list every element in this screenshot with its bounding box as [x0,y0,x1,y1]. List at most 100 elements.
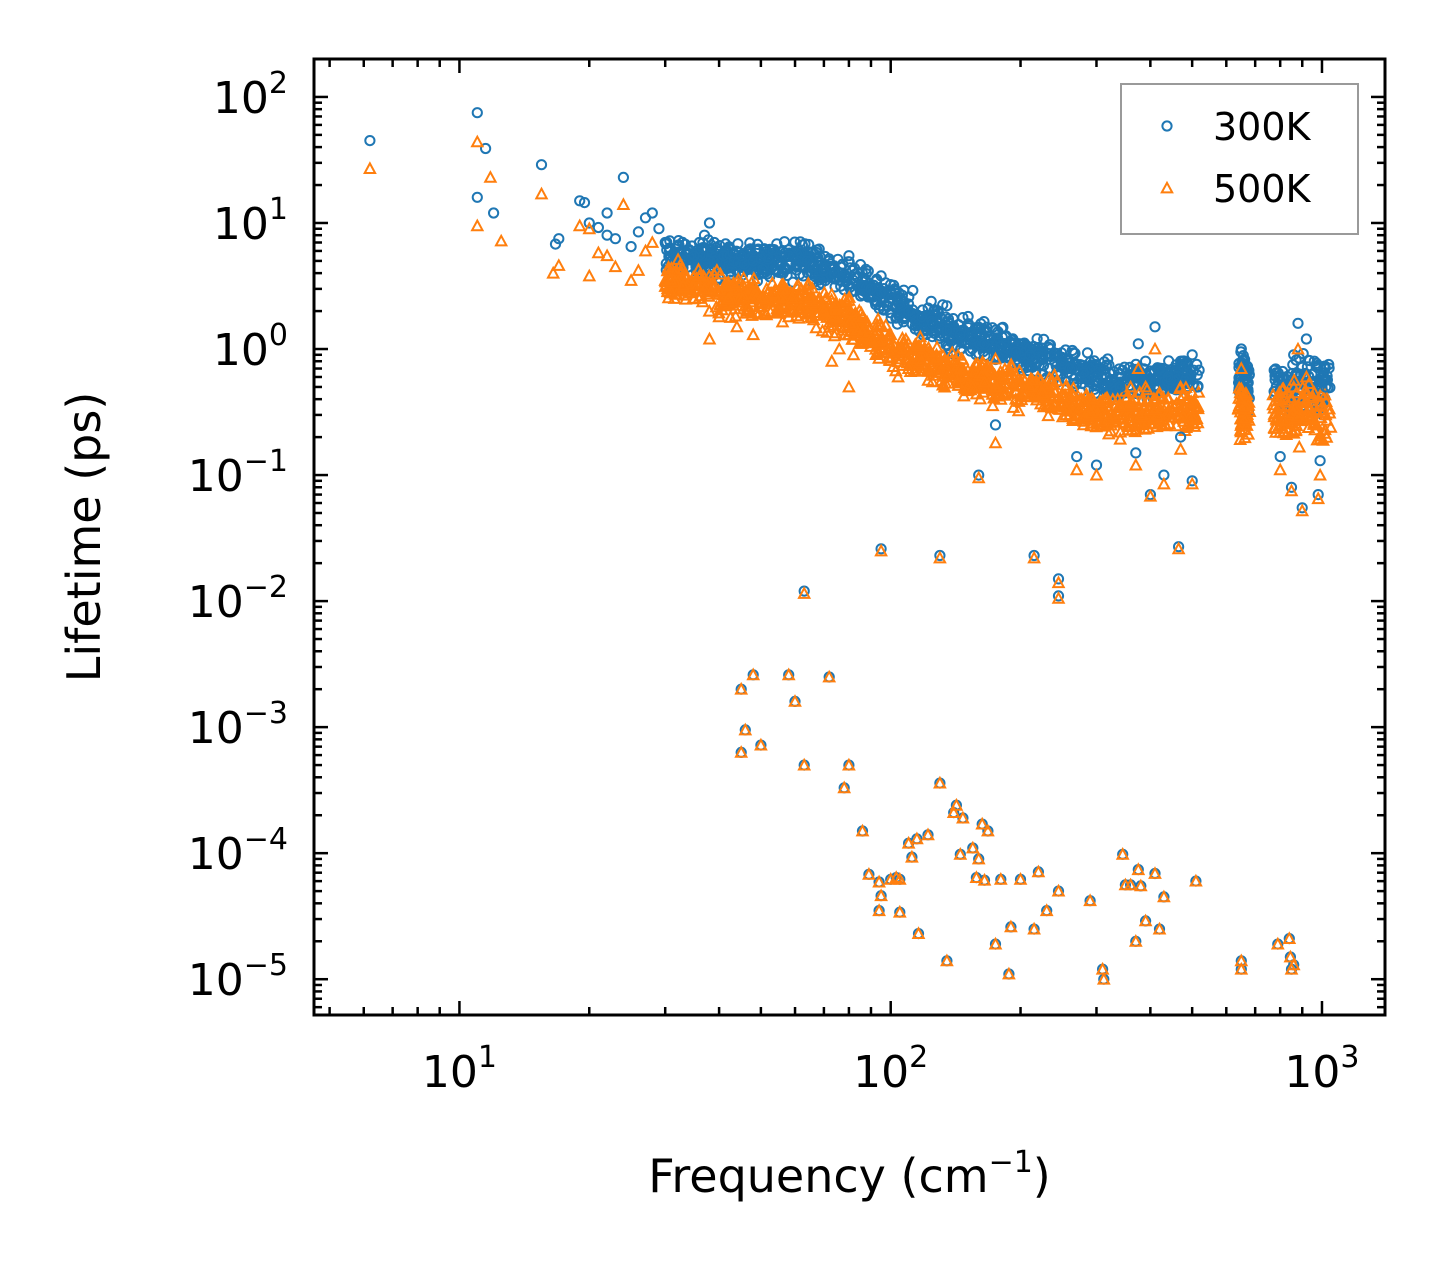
series-300K-point [843,250,855,262]
series-300K-band-point [705,239,718,251]
series-500K-point [788,694,802,707]
series-500K-band-point [934,362,949,376]
series-300K-band-point [1069,347,1081,359]
series-500K-point [1315,399,1329,412]
y-tick-label: 10−5 [188,948,288,1006]
series-500K-point [988,379,1003,393]
series-300K-band-point [1056,358,1068,370]
series-500K-point [822,669,837,683]
series-300K-point [578,197,591,209]
series-300K-point [1130,447,1142,459]
series-500K-band-point [827,309,842,322]
series-500K-band-point [1300,405,1315,419]
series-500K-point [988,936,1003,950]
series-500K-band-point [1279,427,1294,440]
x-axis-label-text: Frequency (cm [648,1149,988,1203]
series-300K-band-point [762,253,774,265]
series-500K-point [702,331,717,345]
series-300K-point [625,241,637,253]
series-500K-point [1190,399,1205,412]
y-tick-label-base: 10 [188,703,244,754]
series-500K-band-point [763,304,778,318]
series-300K-point [364,135,376,147]
series-500K-point [1095,961,1110,975]
series-500K-point [969,870,984,883]
series-500K-band-point [844,304,858,318]
series-500K-point [1047,399,1062,412]
series-300K-point [1037,352,1049,364]
series-300K-band-point [940,311,952,323]
series-300K-point [1316,371,1328,383]
series-500K-band-point [726,275,741,289]
series-500K-point [842,379,856,393]
series-500K-band-point [1012,363,1027,377]
series-300K-point [801,255,813,267]
series-500K-band-point [1065,386,1080,400]
series-500K-point [1138,379,1153,393]
series-500K-band-point [1184,394,1199,408]
series-500K-band-point [778,298,793,312]
series-300K-point [1078,367,1090,379]
series-500K-point [1152,385,1167,399]
series-300K-band-point [1182,378,1194,390]
series-300K-band-point [1102,353,1114,365]
series-500K-point [1128,934,1143,947]
series-500K-point [754,737,768,751]
series-500K-band-point [744,305,759,318]
series-500K-band-point [1176,409,1191,422]
series-500K-point [824,353,839,367]
series-500K-band-point [796,300,811,314]
series-500K-band-point [1116,407,1131,420]
series-300K-point [1071,451,1083,463]
series-300K-point [1175,431,1187,443]
series-300K-band-point [862,265,874,277]
y-tick-label-exponent: 1 [269,192,288,227]
series-500K-point [1133,878,1148,892]
legend-marker-500K [1160,180,1174,194]
series-500K-band-point [838,327,852,341]
series-500K-band-point [723,310,738,323]
series-500K-point [1051,591,1066,604]
series-500K-point [999,385,1013,399]
series-500K-point [600,248,614,262]
series-500K-band-point [1273,425,1287,438]
series-500K-band [658,252,1338,453]
series-500K-point [891,369,905,383]
series-500K-point [470,218,485,232]
series-500K-band-point [811,294,826,307]
legend-label-500K: 500K [1213,167,1312,211]
series-300K-point [617,171,630,183]
series-500K-band-point [1323,419,1338,433]
series-500K-band-point [1292,439,1307,453]
series-300K-point [1049,355,1061,367]
series-300K-band-point [813,274,825,286]
series-500K-band-point [900,351,915,365]
series-500K-band-point [985,398,1000,412]
series-300K-band-point [744,237,756,249]
series-500K-point [546,265,561,279]
series-300K-point [1186,349,1198,361]
series-500K-point [1283,949,1298,963]
y-tick-label-exponent: −2 [244,570,288,605]
series-300K-point [747,255,759,267]
series-500K-point [949,797,964,811]
series-500K-band-point [676,261,690,275]
series-500K-band-point [1010,374,1024,387]
series-300K-band-point [937,299,949,311]
y-tick-label-base: 10 [188,577,244,628]
series-300K-point [688,250,700,262]
series-500K-band-point [752,299,767,312]
y-tick-label-base: 10 [188,955,244,1006]
series-500K-band-point [1127,404,1142,418]
series-500K-band-point [1113,431,1128,445]
series-300K-point [1285,481,1298,493]
series-500K-point [872,874,886,888]
series-500K-band-point [820,310,834,323]
series-300K-band-point [888,279,900,291]
series-500K-band-point [804,309,818,323]
y-tick-label-base: 10 [213,73,269,124]
series-500K-band-point [819,289,834,303]
series-500K-point [1299,369,1314,383]
series-500K-point [1089,467,1104,481]
series-500K-point [971,851,986,865]
